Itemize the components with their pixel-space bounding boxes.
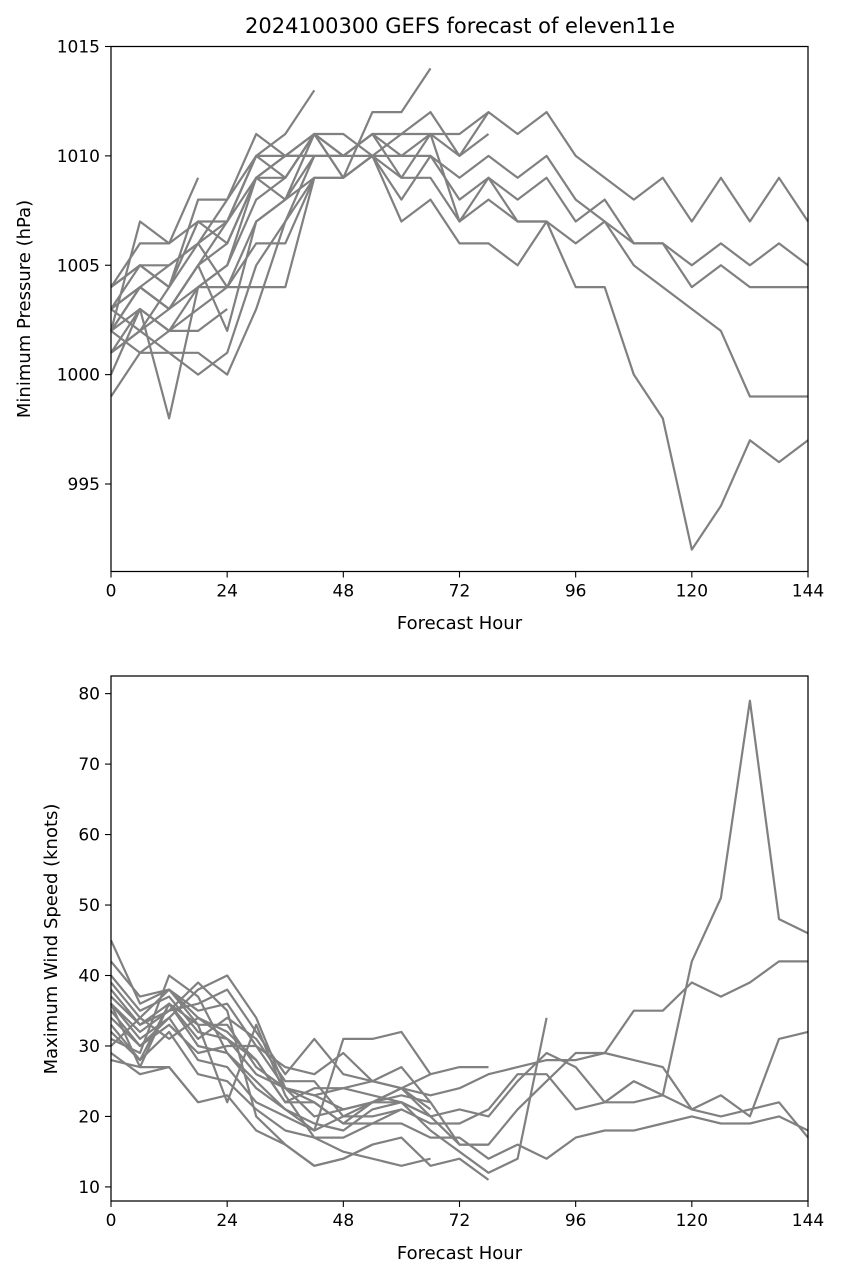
pressure-y-tick-label: 1005 <box>57 256 100 276</box>
pressure-series-line-15 <box>110 155 316 289</box>
wind-panel: 0 24 48 72 96 120 144 10 20 30 40 50 60 70 80 Forecast… <box>41 675 824 1264</box>
wind-y-tick-label: 40 <box>78 966 100 986</box>
chart-title: 2024100300 GEFS forecast of eleven11e <box>245 14 675 38</box>
pressure-y-tick-label: 1000 <box>57 366 100 386</box>
wind-y-tick-label: 20 <box>78 1107 100 1127</box>
wind-series-line-1 <box>109 699 809 1118</box>
pressure-series-line-9 <box>110 132 490 310</box>
wind-x-tick-label: 24 <box>216 1211 238 1231</box>
wind-series-line-5 <box>110 1024 809 1160</box>
pressure-ticks-layer: 0 24 48 72 96 120 144 995 1000 1005 1010 1015 <box>57 38 824 602</box>
wind-ticks-layer: 0 24 48 72 96 120 144 10 20 30 40 50 60 70 80 <box>78 685 824 1231</box>
wind-x-tick-label: 144 <box>792 1211 824 1231</box>
pressure-x-tick-label: 0 <box>106 582 117 602</box>
wind-x-tick-label: 0 <box>106 1211 117 1231</box>
pressure-series-line-17 <box>110 133 316 332</box>
pressure-x-tick-label: 120 <box>676 582 708 602</box>
wind-x-tick-label: 48 <box>333 1211 355 1231</box>
wind-y-tick-label: 70 <box>78 755 100 775</box>
wind-series-line-12 <box>110 1017 432 1111</box>
wind-y-axis-label: Maximum Wind Speed (knots) <box>41 804 62 1075</box>
wind-series-line-15 <box>110 981 402 1125</box>
pressure-series-line-14 <box>110 155 316 376</box>
pressure-x-tick-label: 72 <box>449 582 471 602</box>
pressure-y-tick-label: 1015 <box>57 38 100 58</box>
pressure-axes-frame <box>110 45 809 573</box>
wind-series-line-4 <box>110 1003 809 1139</box>
pressure-series-line-11 <box>110 177 200 288</box>
wind-axes-frame <box>110 675 809 1202</box>
pressure-series-line-8 <box>109 67 432 420</box>
pressure-y-tick-label: 995 <box>68 475 100 495</box>
wind-y-tick-label: 10 <box>78 1178 100 1198</box>
pressure-series-layer <box>109 67 809 551</box>
wind-series-line-17 <box>109 1003 199 1103</box>
pressure-x-tick-label: 24 <box>216 582 238 602</box>
pressure-x-tick-label: 96 <box>565 582 587 602</box>
wind-series-layer <box>109 699 809 1181</box>
pressure-panel: 2024100300 GEFS forecast of eleven11e 0 2… <box>14 14 824 634</box>
pressure-x-tick-label: 48 <box>333 582 355 602</box>
pressure-x-axis-label: Forecast Hour <box>397 613 523 634</box>
wind-x-tick-label: 72 <box>449 1211 471 1231</box>
pressure-series-line-16 <box>110 177 316 310</box>
wind-y-tick-label: 30 <box>78 1037 100 1057</box>
wind-x-axis-label: Forecast Hour <box>397 1243 523 1264</box>
wind-x-tick-label: 120 <box>676 1211 708 1231</box>
pressure-x-tick-label: 144 <box>792 582 824 602</box>
wind-series-line-9 <box>110 974 432 1132</box>
pressure-series-line-10 <box>109 132 547 332</box>
wind-y-tick-label: 50 <box>78 896 100 916</box>
wind-y-tick-label: 60 <box>78 826 100 846</box>
pressure-y-axis-label: Minimum Pressure (hPa) <box>14 200 35 418</box>
wind-y-tick-label: 80 <box>78 685 100 705</box>
pressure-y-tick-label: 1010 <box>57 147 100 167</box>
wind-x-tick-label: 96 <box>565 1211 587 1231</box>
